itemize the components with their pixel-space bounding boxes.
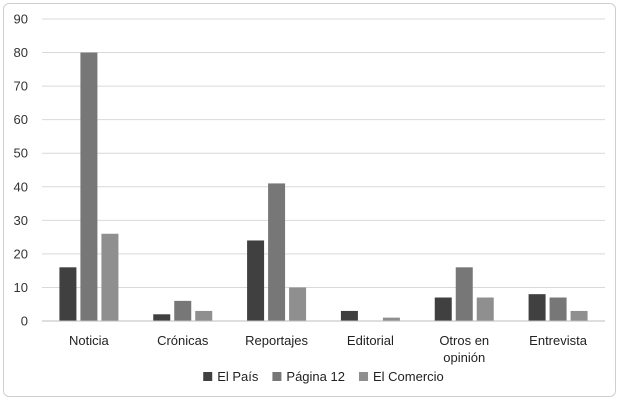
bar [455,267,473,321]
bar [528,294,546,321]
legend-swatch [203,372,213,381]
x-tick-label: Entrevista [529,333,588,348]
y-tick-label: 10 [14,280,28,295]
y-tick-label: 0 [21,314,28,329]
bar [153,314,171,321]
bar [476,297,494,321]
x-tick-label: opinión [443,350,485,365]
x-tick-label: Noticia [69,333,110,348]
bar [289,287,307,321]
bar [434,297,452,321]
y-tick-label: 20 [14,246,28,261]
x-axis-labels: Noticia Crónicas Reportajes Editorial Otros … [69,333,588,365]
x-tick-label: Otros en [439,333,489,348]
y-tick-label: 30 [14,213,28,228]
bar [247,240,265,321]
legend-swatch [272,372,282,381]
legend-swatch [358,372,368,381]
x-tick-label: Reportajes [245,333,308,348]
legend-item: El Comercio [358,369,444,384]
legend: El País Página 12 El Comercio [203,369,444,384]
bar [101,233,119,321]
x-tick-label: Crónicas [157,333,209,348]
legend-label: El Comercio [373,369,444,384]
bar [174,300,192,321]
bar [80,52,98,322]
y-tick-label: 60 [14,112,28,127]
y-tick-label: 70 [14,79,28,94]
bar [549,297,567,321]
bar [340,310,358,321]
bar [570,310,588,321]
chart-frame [3,3,616,397]
x-tick-label: Editorial [347,333,394,348]
legend-label: Página 12 [286,369,345,384]
y-tick-label: 40 [14,179,28,194]
legend-item: Página 12 [272,369,345,384]
legend-item: El País [203,369,259,384]
bar [59,267,77,321]
y-tick-label: 50 [14,146,28,161]
bar [195,310,213,321]
bars [59,52,588,322]
bar [268,183,286,321]
gridlines [42,18,605,288]
legend-label: El País [217,369,259,384]
y-tick-label: 90 [14,12,28,27]
y-axis-ticks: 0 10 20 30 40 50 60 70 80 90 [14,12,28,329]
bar [382,317,400,321]
y-tick-label: 80 [14,45,28,60]
